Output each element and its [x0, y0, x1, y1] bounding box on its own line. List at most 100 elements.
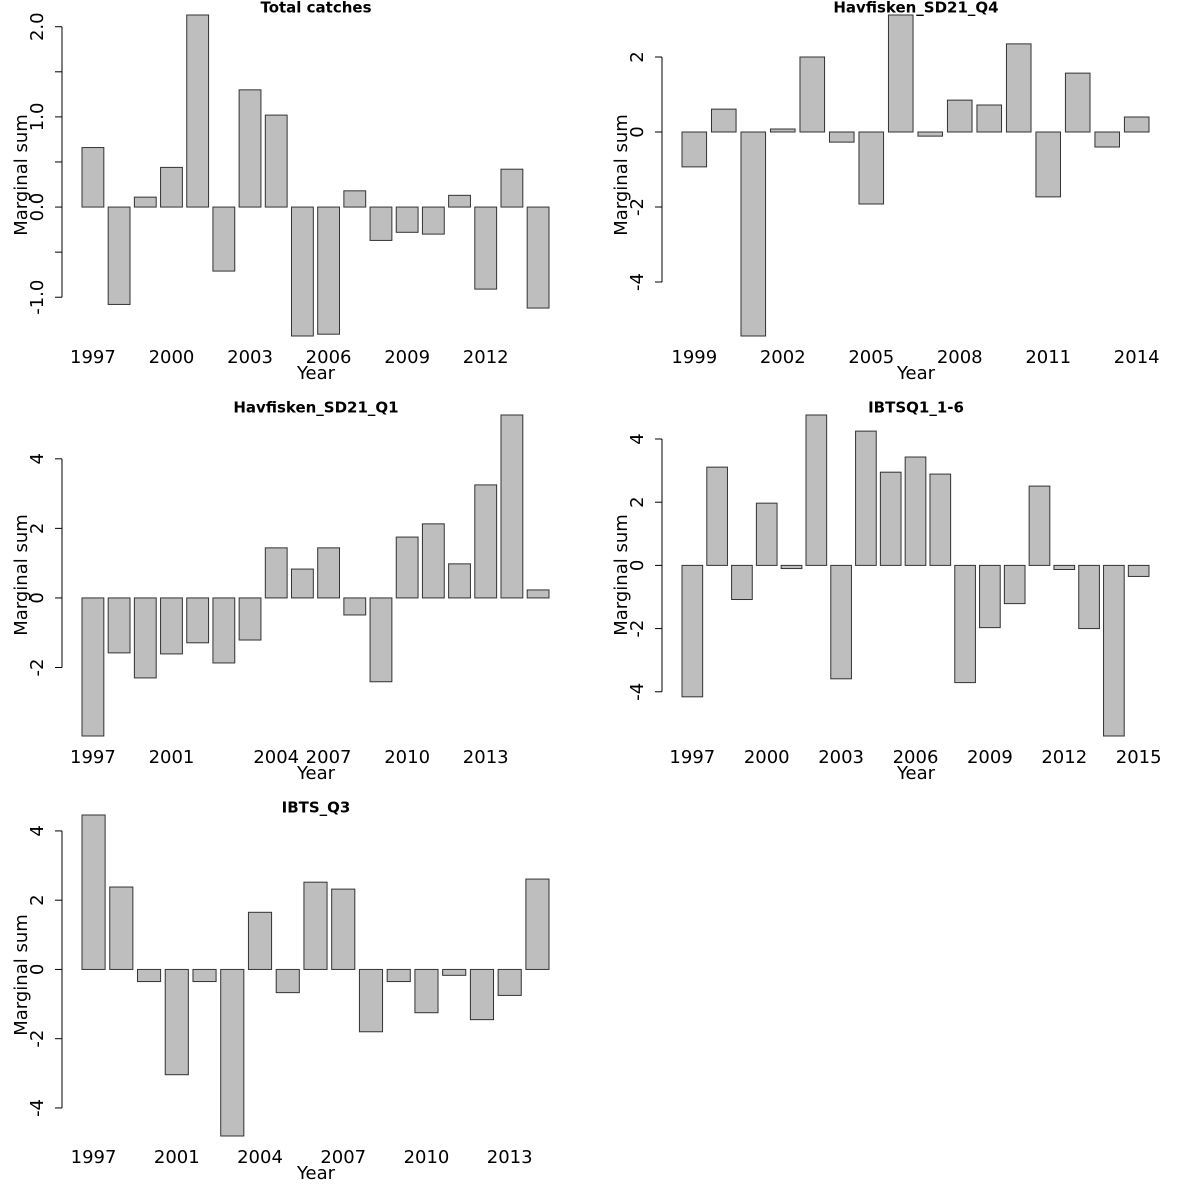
bar	[1078, 564, 1100, 630]
x-tick-label: 2006	[306, 347, 352, 368]
bar	[1005, 43, 1032, 133]
bar	[136, 968, 162, 983]
y-tick-label: 0.0	[27, 193, 48, 222]
bar	[954, 564, 976, 684]
panel: Total catches Year Marginal sum -1.0 0.0 1.0 2…	[11, 0, 550, 384]
bar	[317, 206, 341, 335]
bar	[497, 968, 522, 996]
x-tick-label: 2009	[384, 347, 430, 368]
x-tick-label: 1997	[669, 747, 715, 768]
bar	[1035, 131, 1062, 198]
panel: Havfisken_SD21_Q4 Year Marginal sum -4 -2 0 2 1…	[611, 0, 1160, 384]
bar	[421, 206, 445, 235]
y-axis-label: Marginal sum	[11, 114, 32, 236]
bar	[740, 131, 767, 337]
y-tick-label: 2	[27, 894, 48, 905]
bar	[1123, 116, 1150, 133]
bar	[525, 878, 550, 970]
bar	[976, 104, 1003, 133]
chart-title: IBTS_Q3	[282, 799, 351, 817]
bar	[887, 14, 914, 133]
x-tick-label: 2000	[149, 347, 195, 368]
bar	[160, 166, 183, 208]
bar	[979, 564, 1001, 629]
x-tick-label: 2013	[463, 747, 509, 768]
panel: IBTSQ1_1-6 Year Marginal sum -4 -2 0 2 4 1997 200…	[611, 399, 1162, 785]
x-tick-label: 2006	[893, 747, 939, 768]
chart-title: Havfisken_SD21_Q4	[833, 0, 998, 17]
chart-title: Havfisken_SD21_Q1	[233, 399, 398, 417]
y-tick-label: 2.0	[27, 12, 48, 41]
x-tick-label: 2007	[306, 747, 352, 768]
bar	[192, 968, 217, 983]
bar	[212, 206, 236, 272]
y-tick-label: 4	[27, 453, 48, 464]
y-tick-label: 0	[627, 126, 648, 137]
bar	[474, 484, 498, 599]
y-tick-label: 1.0	[27, 103, 48, 132]
y-tick-label: 0	[27, 964, 48, 975]
bar	[369, 597, 393, 683]
bar	[780, 564, 803, 570]
bar	[929, 473, 952, 566]
bar	[212, 597, 236, 664]
bar	[343, 597, 367, 616]
bar	[414, 968, 439, 1014]
bar	[526, 206, 550, 309]
x-tick-label: 2011	[1025, 347, 1071, 368]
bar	[290, 206, 314, 337]
x-tick-label: 2001	[149, 747, 195, 768]
bar	[81, 597, 105, 737]
bar	[133, 196, 157, 208]
bar	[1094, 131, 1121, 148]
y-tick-label: -1.0	[27, 280, 48, 315]
y-tick-label: -4	[627, 683, 648, 701]
x-axis-label: Year	[296, 1163, 336, 1184]
bar	[275, 968, 300, 994]
x-axis-label: Year	[296, 763, 336, 784]
panel: Havfisken_SD21_Q1 Year Marginal sum -2 0 2 4 19…	[11, 399, 550, 784]
bar	[805, 414, 828, 566]
y-axis-label: Marginal sum	[11, 914, 32, 1036]
bar	[264, 114, 288, 208]
x-tick-label: 2009	[967, 747, 1013, 768]
bar	[386, 968, 411, 983]
bar	[1053, 564, 1076, 570]
y-tick-label: 4	[27, 825, 48, 836]
bar	[133, 597, 157, 679]
x-tick-label: 2003	[227, 347, 273, 368]
x-axis-label: Year	[896, 363, 936, 384]
y-tick-label: -2	[27, 1030, 48, 1048]
bar	[1127, 564, 1150, 577]
bar	[421, 523, 445, 599]
x-axis-label: Year	[896, 763, 936, 784]
bar	[331, 888, 356, 970]
bar	[769, 128, 796, 133]
y-tick-label: -4	[627, 273, 648, 291]
y-tick-label: 0	[27, 592, 48, 603]
bar	[1103, 564, 1125, 737]
y-tick-label: 2	[627, 496, 648, 507]
bar	[858, 131, 885, 205]
x-tick-label: 2012	[463, 347, 509, 368]
bar	[109, 886, 134, 970]
bar	[107, 597, 131, 654]
x-tick-label: 2008	[937, 347, 983, 368]
y-tick-label: 0	[627, 560, 648, 571]
bar	[395, 536, 419, 599]
bar	[500, 168, 524, 208]
y-axis-label: Marginal sum	[611, 114, 632, 236]
bar	[1028, 485, 1051, 566]
y-tick-label: -2	[27, 659, 48, 677]
bar	[448, 194, 471, 208]
y-axis-label: Marginal sum	[11, 514, 32, 636]
bar	[290, 568, 314, 599]
bar	[247, 911, 273, 970]
bar	[358, 968, 384, 1033]
x-tick-label: 2014	[1114, 347, 1160, 368]
bar	[238, 597, 262, 641]
bar	[107, 206, 131, 305]
x-tick-label: 1997	[70, 747, 116, 768]
bar	[946, 99, 973, 133]
